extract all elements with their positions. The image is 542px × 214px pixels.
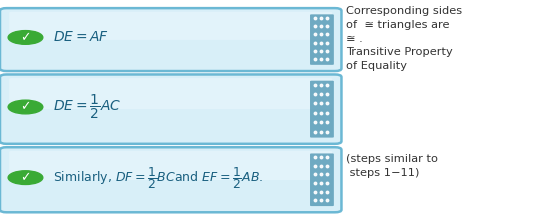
- Circle shape: [8, 31, 43, 44]
- FancyBboxPatch shape: [0, 74, 341, 144]
- FancyBboxPatch shape: [310, 153, 334, 206]
- Circle shape: [8, 100, 43, 114]
- FancyBboxPatch shape: [0, 8, 341, 71]
- Text: ✓: ✓: [20, 171, 31, 184]
- FancyBboxPatch shape: [9, 151, 332, 180]
- Circle shape: [8, 171, 43, 184]
- Text: Similarly, $\mathit{DF} = \dfrac{1}{2}\mathit{BC}$and $\mathit{EF} = \dfrac{1}{2: Similarly, $\mathit{DF} = \dfrac{1}{2}\m…: [53, 165, 263, 191]
- FancyBboxPatch shape: [9, 12, 332, 40]
- FancyBboxPatch shape: [310, 81, 334, 138]
- Text: (steps similar to
 steps 1−11): (steps similar to steps 1−11): [346, 154, 438, 178]
- Text: ✓: ✓: [20, 31, 31, 44]
- FancyBboxPatch shape: [9, 78, 332, 109]
- Text: $\mathit{DE} = \dfrac{1}{2}\mathit{AC}$: $\mathit{DE} = \dfrac{1}{2}\mathit{AC}$: [53, 93, 121, 121]
- Text: $\mathit{DE = AF}$: $\mathit{DE = AF}$: [53, 30, 109, 45]
- FancyBboxPatch shape: [310, 14, 334, 65]
- Text: ✓: ✓: [20, 101, 31, 113]
- Text: Corresponding sides
of  ≅ triangles are
≅ .
Transitive Property
of Equality: Corresponding sides of ≅ triangles are ≅…: [346, 6, 462, 71]
- FancyBboxPatch shape: [0, 147, 341, 212]
